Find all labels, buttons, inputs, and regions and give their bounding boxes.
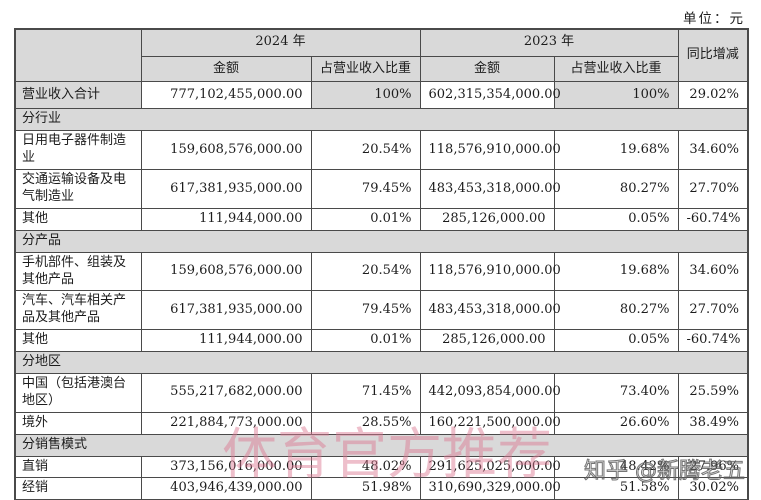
section-label: 分产品 (14, 229, 749, 253)
section-row: 分销售模式 (14, 433, 749, 457)
section-label: 分地区 (14, 351, 749, 374)
yoy-header: 同比增减 (677, 28, 749, 83)
share-2024-cell: 48.02% (310, 455, 421, 479)
share-2024-cell: 79.45% (310, 169, 421, 209)
row-label: 中国（包括港澳台地区） (14, 372, 142, 413)
share-2023-cell: 51.58% (553, 477, 679, 500)
revenue-breakdown-table: 2024 年 2023 年 同比增减 金额 占营业收入比重 金额 占营业收入比重… (14, 28, 749, 500)
row-label: 交通运输设备及电气制造业 (14, 169, 142, 209)
section-label: 分行业 (14, 108, 749, 132)
share-2024-cell: 100% (310, 81, 421, 110)
yoy-cell: 38.49% (677, 411, 749, 435)
share-2024-cell: 0.01% (310, 207, 421, 231)
table-header: 2024 年 2023 年 同比增减 金额 占营业收入比重 金额 占营业收入比重 (14, 28, 749, 83)
amount-2024-cell: 617,381,935,000.00 (140, 290, 312, 331)
year-2023-header: 2023 年 (419, 28, 679, 57)
section-row: 分行业 (14, 108, 749, 132)
amount-2023-cell: 483,453,318,000.00 (419, 290, 561, 331)
section-row: 分产品 (14, 229, 749, 253)
section-label: 分销售模式 (14, 433, 749, 457)
yoy-cell: 25.59% (677, 372, 749, 413)
row-label: 境外 (14, 411, 142, 435)
row-label: 直销 (14, 455, 142, 479)
amount-2023-cell: 442,093,854,000.00 (419, 372, 561, 413)
table-row: 中国（包括港澳台地区） 555,217,682,000.00 71.45% 442,0… (14, 372, 749, 413)
amount-2024-cell: 159,608,576,000.00 (140, 251, 312, 292)
share-2024-cell: 51.98% (310, 477, 421, 500)
amount-2023-cell: 310,690,329,000.00 (419, 477, 561, 500)
yoy-cell: 29.02% (677, 81, 749, 110)
share-2023-cell: 80.27% (553, 290, 679, 331)
share-2024-cell: 0.01% (310, 329, 421, 353)
year-2024-header: 2024 年 (140, 28, 421, 57)
amount-2024-cell: 111,944,000.00 (140, 207, 312, 231)
yoy-cell: 34.60% (677, 130, 749, 171)
row-label: 日用电子器件制造业 (14, 130, 142, 171)
share-2023-cell: 0.05% (553, 329, 679, 353)
section-row: 分地区 (14, 351, 749, 374)
unit-label: 单位：元 (683, 11, 745, 27)
yoy-cell: 34.60% (677, 251, 749, 292)
header-row-years: 2024 年 2023 年 同比增减 (14, 28, 749, 83)
amount-2024-cell: 777,102,455,000.00 (140, 81, 312, 110)
amount-2023-cell: 285,126,000.00 (419, 329, 555, 353)
table-row: 经销 403,946,439,000.00 51.98% 310,690,329,00… (14, 477, 749, 500)
table-row: 其他 111,944,000.00 0.01% 285,126,000.00 0.05%… (14, 329, 749, 353)
table-body: 营业收入合计 777,102,455,000.00 100% 602,315,354,… (14, 81, 749, 500)
table-row: 交通运输设备及电气制造业 617,381,935,000.00 79.45% 483,… (14, 169, 749, 209)
amount-2023-cell: 602,315,354,000.00 (419, 81, 561, 110)
share-2023-cell: 100% (553, 81, 679, 110)
amount-2024-cell: 111,944,000.00 (140, 329, 312, 353)
row-label: 其他 (14, 207, 142, 231)
amount-2024-cell: 159,608,576,000.00 (140, 130, 312, 171)
share-2023-cell: 19.68% (553, 130, 679, 171)
amount-2023-cell: 160,221,500,000.00 (419, 411, 561, 435)
share-2023-cell: 48.42% (553, 455, 679, 479)
table-row: 其他 111,944,000.00 0.01% 285,126,000.00 0.05%… (14, 207, 749, 231)
amount-2023-cell: 285,126,000.00 (419, 207, 555, 231)
amount-2023-cell: 118,576,910,000.00 (419, 251, 561, 292)
amount-2024-cell: 403,946,439,000.00 (140, 477, 312, 500)
share-2024-cell: 71.45% (310, 372, 421, 413)
share-2023-cell: 73.40% (553, 372, 679, 413)
row-label: 其他 (14, 329, 142, 353)
yoy-cell: -60.74% (677, 329, 749, 353)
table-row: 日用电子器件制造业 159,608,576,000.00 20.54% 118,576… (14, 130, 749, 171)
share-2023-cell: 26.60% (553, 411, 679, 435)
amount-2023-cell: 118,576,910,000.00 (419, 130, 561, 171)
yoy-cell: -60.74% (677, 207, 749, 231)
corner-header-cell (14, 28, 142, 83)
table-row: 营业收入合计 777,102,455,000.00 100% 602,315,354,… (14, 81, 749, 110)
share-2023-header: 占营业收入比重 (553, 55, 679, 83)
amount-2024-header: 金额 (140, 55, 312, 83)
row-label: 营业收入合计 (14, 81, 142, 110)
yoy-cell: 27.70% (677, 169, 749, 209)
share-2024-cell: 79.45% (310, 290, 421, 331)
row-label: 经销 (14, 477, 142, 500)
share-2024-cell: 20.54% (310, 251, 421, 292)
amount-2023-cell: 291,625,025,000.00 (419, 455, 561, 479)
amount-2024-cell: 221,884,773,000.00 (140, 411, 312, 435)
amount-2023-header: 金额 (419, 55, 555, 83)
yoy-cell: 27.70% (677, 290, 749, 331)
share-2024-cell: 28.55% (310, 411, 421, 435)
table-row: 汽车、汽车相关产品及其他产品 617,381,935,000.00 79.45% 48… (14, 290, 749, 331)
share-2024-header: 占营业收入比重 (310, 55, 421, 83)
table-row: 手机部件、组装及其他产品 159,608,576,000.00 20.54% 118,… (14, 251, 749, 292)
row-label: 汽车、汽车相关产品及其他产品 (14, 290, 142, 331)
share-2023-cell: 19.68% (553, 251, 679, 292)
row-label: 手机部件、组装及其他产品 (14, 251, 142, 292)
table-row: 境外 221,884,773,000.00 28.55% 160,221,500,00… (14, 411, 749, 435)
share-2024-cell: 20.54% (310, 130, 421, 171)
yoy-cell: 27.96% (677, 455, 749, 479)
amount-2024-cell: 373,156,016,000.00 (140, 455, 312, 479)
table-row: 直销 373,156,016,000.00 48.02% 291,625,025,00… (14, 455, 749, 479)
share-2023-cell: 80.27% (553, 169, 679, 209)
header-row-measures: 金额 占营业收入比重 金额 占营业收入比重 (15, 55, 748, 83)
yoy-cell: 30.02% (677, 477, 749, 500)
amount-2024-cell: 555,217,682,000.00 (140, 372, 312, 413)
share-2023-cell: 0.05% (553, 207, 679, 231)
amount-2023-cell: 483,453,318,000.00 (419, 169, 561, 209)
amount-2024-cell: 617,381,935,000.00 (140, 169, 312, 209)
